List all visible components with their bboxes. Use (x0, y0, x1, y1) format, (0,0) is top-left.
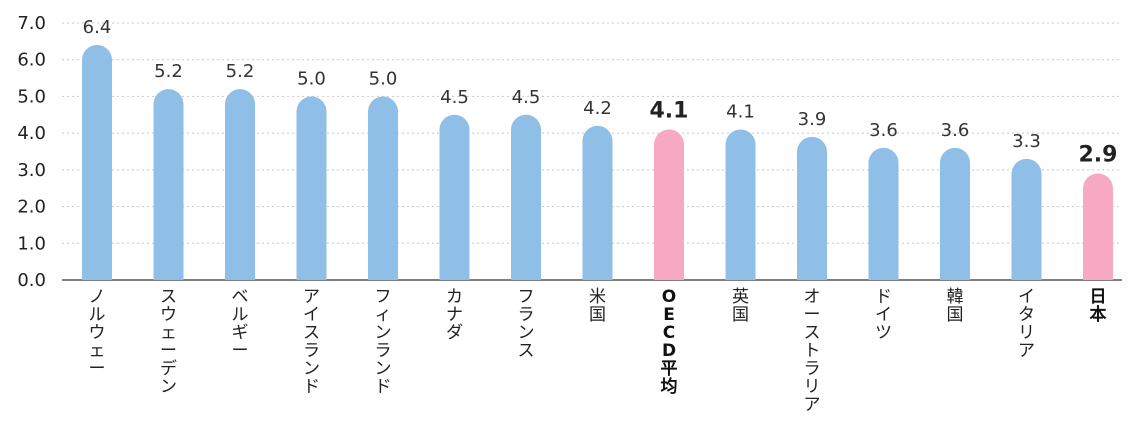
category-label: オーストラリア (804, 287, 821, 415)
bar (725, 129, 756, 280)
y-tick-label: 5.0 (17, 86, 46, 107)
bar (153, 89, 184, 280)
y-tick-label: 0.0 (17, 270, 46, 291)
value-label: 4.1 (726, 101, 755, 122)
value-label: 3.3 (1012, 131, 1041, 152)
bar (1011, 158, 1042, 280)
value-label: 4.2 (583, 98, 612, 119)
category-label: ベルギー (232, 287, 249, 361)
y-tick-label: 4.0 (17, 123, 46, 144)
y-tick-label: 7.0 (17, 13, 46, 34)
category-label: 英国 (732, 287, 749, 325)
bar (654, 129, 684, 280)
value-label: 4.1 (650, 98, 689, 123)
value-label: 2.9 (1079, 143, 1118, 168)
bar (368, 96, 398, 280)
bar (1083, 173, 1113, 280)
y-tick-label: 1.0 (17, 233, 46, 254)
value-label: 5.0 (369, 68, 398, 89)
category-label: スウェーデン (160, 287, 177, 397)
bar (582, 125, 613, 280)
bar (225, 89, 255, 280)
category-label: フィンランド (375, 287, 392, 397)
value-label: 6.4 (83, 17, 112, 38)
bar (797, 136, 827, 280)
bar (82, 45, 113, 280)
value-label: 3.6 (869, 120, 898, 141)
bar (511, 114, 541, 280)
bar (940, 147, 970, 280)
value-label: 4.5 (440, 87, 469, 108)
value-label: 3.6 (941, 120, 970, 141)
value-label: 4.5 (512, 87, 541, 108)
category-label: イタリア (1018, 287, 1035, 361)
y-tick-label: 2.0 (17, 197, 46, 218)
y-tick-label: 6.0 (17, 50, 46, 71)
value-label: 5.2 (226, 61, 255, 82)
category-label: 米国 (589, 287, 606, 325)
value-label: 3.9 (798, 109, 827, 130)
category-label: ドイツ (875, 287, 892, 343)
category-label: O E C D 平均 (661, 287, 678, 397)
category-label: 日本 (1090, 287, 1107, 325)
category-label: ノルウェー (89, 287, 106, 379)
category-label: 韓国 (947, 287, 964, 325)
category-label: フランス (518, 287, 535, 361)
bar (439, 114, 470, 280)
y-tick-label: 3.0 (17, 160, 46, 181)
bar (868, 147, 899, 280)
category-label: カナダ (446, 287, 463, 343)
value-label: 5.0 (297, 68, 326, 89)
value-label: 5.2 (154, 61, 183, 82)
category-label: アイスランド (303, 287, 320, 397)
bar (296, 96, 327, 280)
